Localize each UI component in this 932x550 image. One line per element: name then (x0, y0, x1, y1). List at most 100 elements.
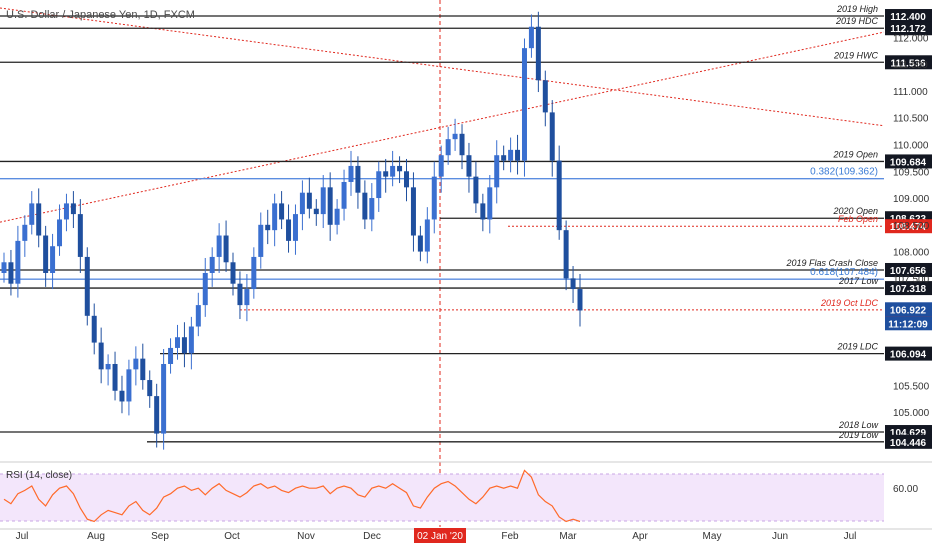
current-price-bg (885, 302, 932, 317)
price-tag-bg-11 (885, 346, 932, 361)
rsi-line (3, 469, 581, 523)
candle-body-11 (77, 214, 83, 257)
candle-body-13 (91, 315, 97, 343)
current-price-tag: 106.922 11:12:09 (885, 302, 932, 331)
price-tag-bg-2 (885, 55, 932, 70)
rsi-pane: RSI (14, close) 60.00 (0, 461, 932, 523)
candle-body-48 (334, 208, 340, 225)
level-label-4: 0.382(109.362) (810, 167, 878, 178)
candle-body-80 (556, 160, 562, 231)
candle-body-24 (168, 347, 174, 364)
price-tag-bg-1 (885, 21, 932, 36)
level-label-10: 2019 Oct LDC (820, 298, 879, 308)
y-tick-9: 107.500 (893, 274, 930, 285)
price-tag-text-7: 107.656 (890, 266, 927, 277)
candle-body-9 (63, 203, 69, 220)
candle-body-66 (459, 133, 465, 156)
rsi-label: RSI (14, close) (6, 470, 72, 481)
candle-body-55 (383, 171, 389, 177)
candle-body-26 (181, 337, 187, 354)
candle-body-69 (480, 203, 486, 220)
chart-title: U.S. Dollar / Japanese Yen, 1D, FXCM (6, 9, 195, 21)
price-tag-6: 108.474 (885, 219, 932, 234)
candle-body-77 (535, 26, 541, 81)
candle-body-40 (279, 203, 285, 220)
y-tick-2: 111.000 (893, 87, 928, 98)
candle-body-22 (154, 396, 160, 434)
current-price-text: 106.922 (890, 305, 927, 316)
candle-body-73 (508, 149, 514, 161)
candle-body-52 (362, 192, 368, 220)
candle-body-29 (202, 272, 208, 306)
candle-body-67 (466, 155, 472, 177)
candle-body-34 (237, 283, 243, 306)
level-label-13: 2019 Low (838, 430, 879, 440)
price-tag-bg-9 (885, 281, 932, 296)
level-label-2: 2019 HWC (833, 50, 879, 60)
candle-body-81 (563, 230, 569, 279)
candle-body-19 (133, 358, 139, 370)
price-tag-bg-3 (885, 154, 932, 169)
candle-body-42 (292, 214, 298, 241)
candle-body-3 (22, 224, 28, 241)
candle-body-21 (147, 380, 153, 397)
price-tag-text-3: 109.684 (890, 157, 927, 168)
price-tag-text-13: 104.446 (890, 438, 927, 449)
x-tick-3: Oct (224, 531, 240, 542)
candle-body-45 (313, 208, 319, 215)
trendline-falling (0, 7, 885, 127)
candle-body-70 (487, 187, 493, 220)
candle-body-35 (244, 289, 250, 306)
candle-body-68 (473, 176, 479, 204)
countdown-bg (885, 316, 932, 331)
candle-body-44 (306, 192, 312, 209)
candle-body-61 (424, 219, 430, 252)
candle-body-64 (445, 139, 451, 156)
candle-body-53 (369, 198, 375, 220)
candle-body-16 (112, 363, 118, 391)
trendline-rising (0, 31, 885, 223)
y-tick-11: 105.000 (893, 408, 930, 419)
candle-body-36 (251, 256, 257, 290)
candle-body-43 (299, 192, 305, 215)
price-tag-text-11: 106.094 (890, 350, 927, 361)
x-tick-8: Mar (559, 531, 577, 542)
y-tick-7: 108.500 (893, 221, 930, 232)
price-tag-bg-6 (885, 219, 932, 234)
candle-body-37 (258, 224, 264, 257)
candle-body-75 (521, 48, 527, 161)
price-tag-13: 104.446 (885, 434, 932, 449)
price-tag-0: 112.400 (885, 9, 932, 24)
candle-body-23 (161, 363, 167, 434)
candle-body-18 (126, 369, 132, 402)
price-tag-text-12: 104.629 (890, 428, 927, 439)
x-tick-2: Sep (151, 531, 169, 542)
level-label-7: 2019 Flas Crash Close (785, 258, 878, 268)
candle-body-27 (188, 326, 194, 354)
level-label-5: 2020 Open (832, 206, 878, 216)
x-tick-4: Nov (297, 531, 315, 542)
x-tick-11: Jun (772, 531, 788, 542)
x-tick-9: Apr (632, 531, 648, 542)
level-label-12: 2018 Low (838, 420, 879, 430)
date-marker-tag-bg (414, 528, 466, 543)
candle-body-25 (174, 337, 180, 348)
candle-body-7 (50, 246, 56, 273)
candle-body-2 (15, 240, 21, 284)
candle-body-46 (320, 187, 326, 215)
y-tick-5: 109.500 (893, 167, 930, 178)
level-label-8: 0.618(107.484) (810, 267, 878, 278)
candle-body-74 (515, 149, 521, 161)
candle-body-51 (355, 165, 361, 193)
price-tag-7: 107.656 (885, 262, 932, 277)
y-tick-0: 112.000 (893, 33, 929, 44)
candle-body-49 (341, 181, 347, 209)
candle-body-58 (404, 171, 410, 188)
candle-body-4 (29, 203, 35, 225)
candle-body-79 (549, 112, 555, 161)
candle-body-28 (195, 305, 201, 327)
price-pane[interactable]: 2019 High 2019 HDC 2019 HWC 2019 Open 0.382(… (0, 0, 885, 527)
price-tag-9: 107.318 (885, 281, 932, 296)
candle-body-32 (223, 235, 229, 263)
